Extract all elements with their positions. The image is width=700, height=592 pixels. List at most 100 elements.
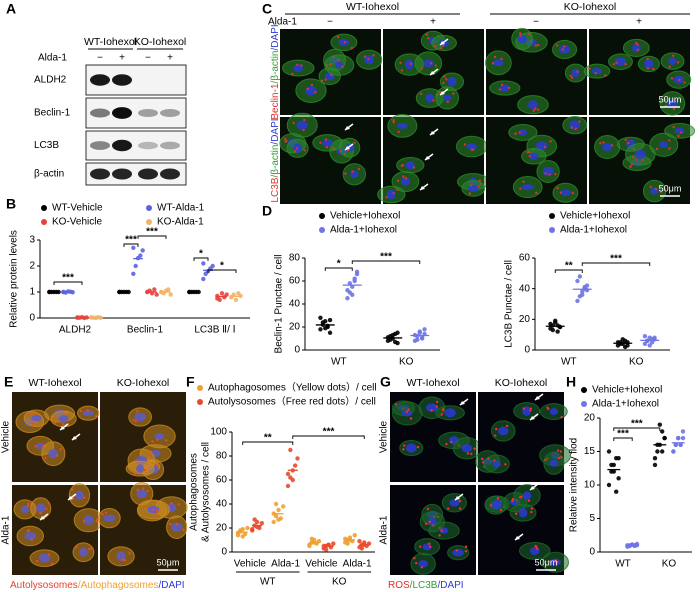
punctum (495, 427, 498, 431)
punctum (300, 64, 303, 67)
data-point (140, 248, 145, 253)
nucleus (48, 448, 59, 459)
punctum (35, 559, 39, 563)
punctum (560, 456, 563, 459)
punctum (646, 67, 650, 70)
panel-letter: H (566, 374, 576, 390)
y-tick-label: 1 (29, 287, 35, 298)
x-tick-label: Vehicle (234, 559, 267, 570)
punctum (75, 545, 78, 549)
punctum (146, 489, 150, 493)
legend-swatch (319, 227, 325, 233)
punctum (296, 63, 299, 67)
data-point (131, 245, 136, 250)
y-axis-label: Autophagosomes (189, 453, 200, 531)
punctum (646, 57, 650, 61)
treatment-sign: − (97, 53, 103, 64)
data-point (642, 334, 648, 339)
nucleus (136, 464, 145, 473)
punctum (477, 185, 480, 188)
punctum (563, 45, 566, 48)
punctum (426, 507, 430, 511)
punctum (519, 187, 522, 190)
punctum (409, 417, 413, 420)
y-tick-label: 80 (216, 451, 228, 462)
punctum (165, 439, 168, 442)
punctum (561, 48, 565, 51)
punctum (440, 413, 443, 416)
data-point (655, 449, 660, 454)
x-tick-label: KO (399, 357, 414, 368)
punctum (433, 44, 437, 48)
punctum (402, 175, 405, 178)
punctum (534, 107, 537, 110)
punctum (400, 69, 404, 72)
nucleus (305, 85, 317, 96)
nucleus (498, 426, 509, 436)
punctum (574, 127, 578, 131)
punctum (511, 499, 514, 503)
data-point (357, 539, 362, 544)
blot-frame (85, 162, 187, 186)
significance-bracket (123, 243, 139, 247)
scale-bar-label: 50μm (157, 557, 180, 567)
data-point (288, 447, 293, 453)
data-point (622, 344, 628, 350)
arrow-head (530, 486, 535, 490)
legend-swatch (549, 227, 555, 233)
blot-band (112, 107, 132, 119)
y-tick-label: 0 (524, 345, 530, 356)
data-point (652, 462, 658, 468)
y-tick-label: 40 (289, 299, 301, 310)
punctum (667, 139, 671, 142)
punctum (441, 44, 445, 48)
nucleus (518, 507, 528, 518)
data-point (660, 449, 665, 454)
nucleus (428, 518, 437, 526)
nucleus (668, 57, 677, 65)
data-point (276, 517, 281, 522)
punctum (544, 458, 547, 462)
punctum (26, 413, 30, 416)
blot-row-label: β-actin (34, 169, 64, 180)
data-point (606, 449, 612, 454)
nucleus (549, 408, 558, 415)
punctum (132, 418, 135, 422)
nucleus (602, 143, 613, 152)
nucleus (650, 187, 659, 195)
data-point (252, 517, 257, 522)
punctum (435, 400, 439, 404)
punctum (470, 184, 473, 187)
x-tick-label: LC3B Ⅱ/ Ⅰ (194, 325, 235, 336)
punctum (549, 140, 552, 143)
punctum (527, 499, 531, 502)
punctum (470, 452, 473, 456)
punctum (676, 61, 680, 64)
nucleus (493, 59, 504, 67)
data-point (309, 536, 315, 541)
data-point (606, 482, 612, 488)
punctum (536, 108, 540, 111)
data-point (154, 292, 159, 297)
punctum (396, 188, 399, 191)
channel-label-part: /DAPI (437, 580, 463, 591)
data-point (671, 449, 676, 454)
punctum (522, 407, 526, 410)
nucleus (24, 532, 37, 540)
punctum (588, 67, 591, 70)
nucleus (560, 189, 571, 197)
blot-band (160, 141, 180, 150)
data-point (201, 261, 206, 266)
treatment-sign: + (167, 53, 173, 64)
group-header: KO-Iohexol (134, 36, 187, 48)
punctum (635, 158, 638, 161)
punctum (31, 422, 34, 425)
x-tick-label: Alda-1 (271, 559, 300, 570)
nucleus (527, 100, 538, 110)
punctum (489, 504, 493, 507)
nucleus (634, 149, 646, 159)
legend-label: WT-Vehicle (52, 203, 103, 214)
nucleus (444, 408, 456, 418)
data-point (676, 435, 681, 441)
punctum (532, 109, 535, 112)
